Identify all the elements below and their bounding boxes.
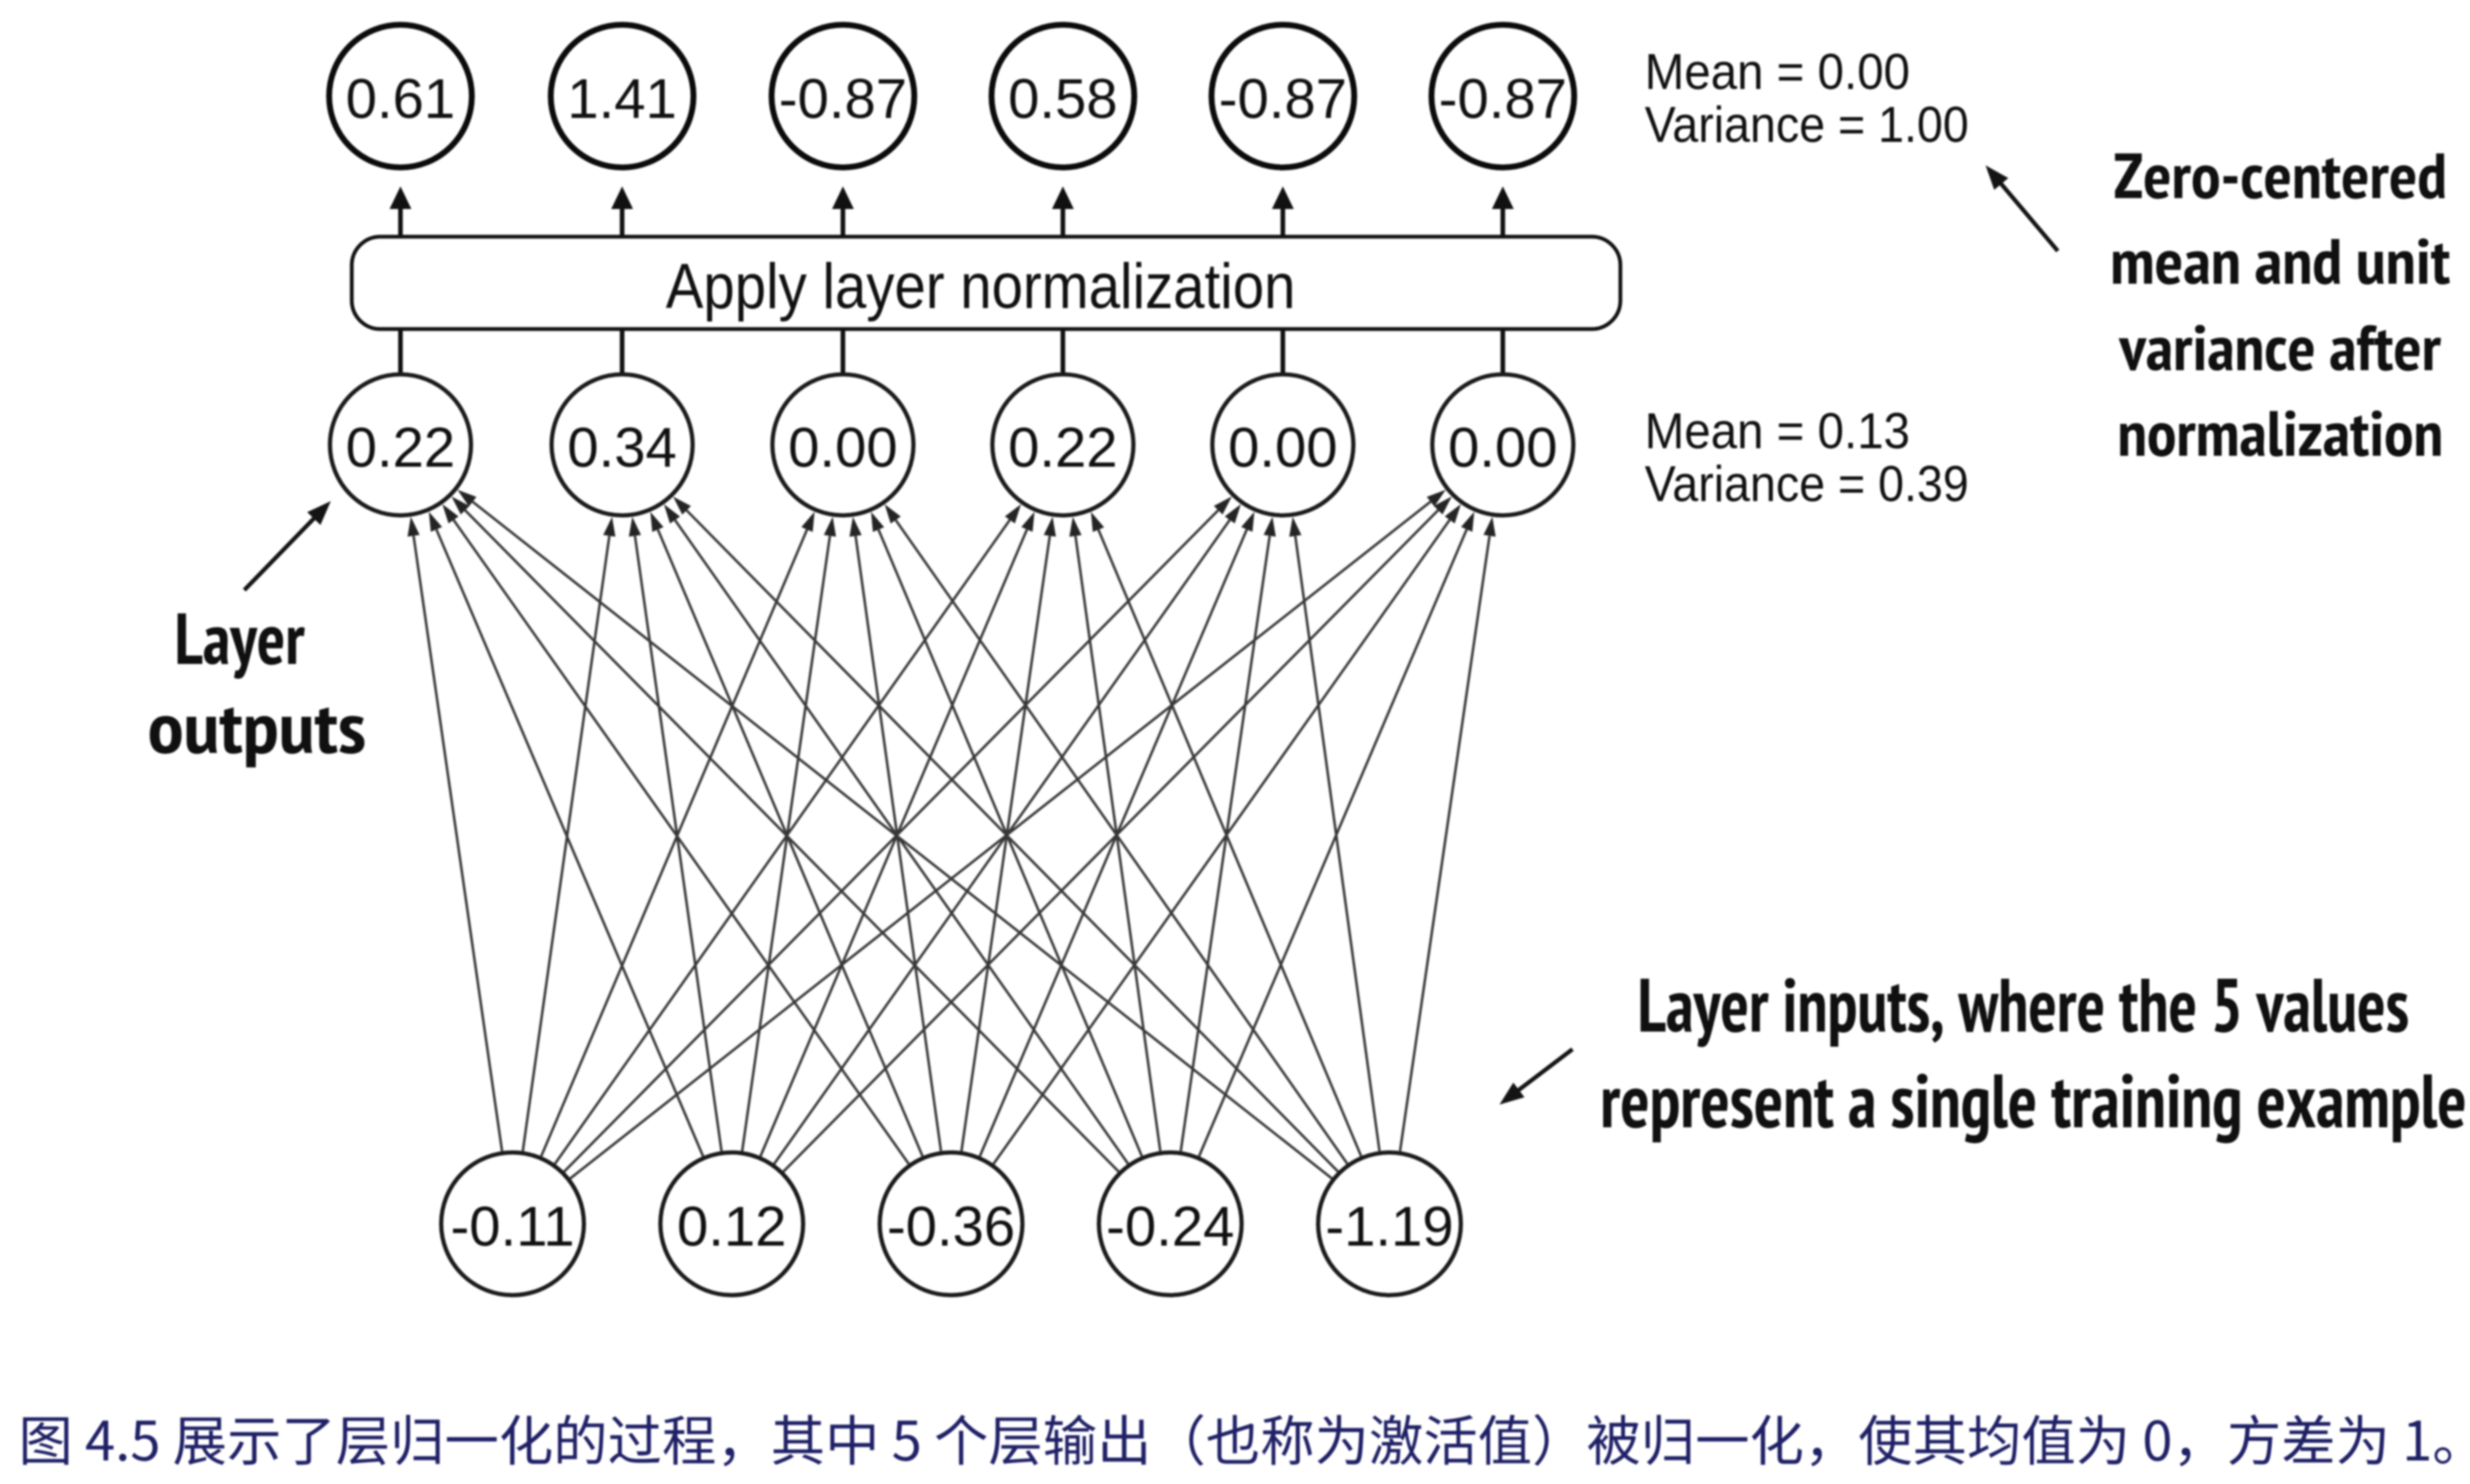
svg-text:-1.19: -1.19 [1326,1195,1454,1258]
svg-text:0.00: 0.00 [1228,416,1337,479]
svg-text:0.58: 0.58 [1008,68,1117,131]
svg-text:1.41: 1.41 [568,68,677,131]
svg-text:0.12: 0.12 [677,1195,786,1258]
svg-text:0.34: 0.34 [568,416,677,479]
svg-text:-0.87: -0.87 [1219,68,1348,131]
svg-text:Mean = 0.13: Mean = 0.13 [1645,403,1910,459]
svg-text:Variance = 0.39: Variance = 0.39 [1645,456,1969,512]
svg-text:0.61: 0.61 [346,68,455,131]
svg-text:-0.87: -0.87 [1439,68,1567,131]
svg-text:Mean = 0.00: Mean = 0.00 [1645,44,1910,100]
svg-text:0.22: 0.22 [1008,416,1117,479]
svg-text:-0.24: -0.24 [1107,1195,1235,1258]
svg-text:0.22: 0.22 [346,416,455,479]
svg-text:0.00: 0.00 [788,416,897,479]
svg-text:-0.11: -0.11 [451,1195,575,1258]
svg-text:Apply layer normalization: Apply layer normalization [666,251,1295,322]
svg-text:0.00: 0.00 [1448,416,1557,479]
svg-text:-0.36: -0.36 [887,1195,1015,1258]
svg-text:-0.87: -0.87 [779,68,908,131]
svg-text:Variance = 1.00: Variance = 1.00 [1645,97,1969,153]
